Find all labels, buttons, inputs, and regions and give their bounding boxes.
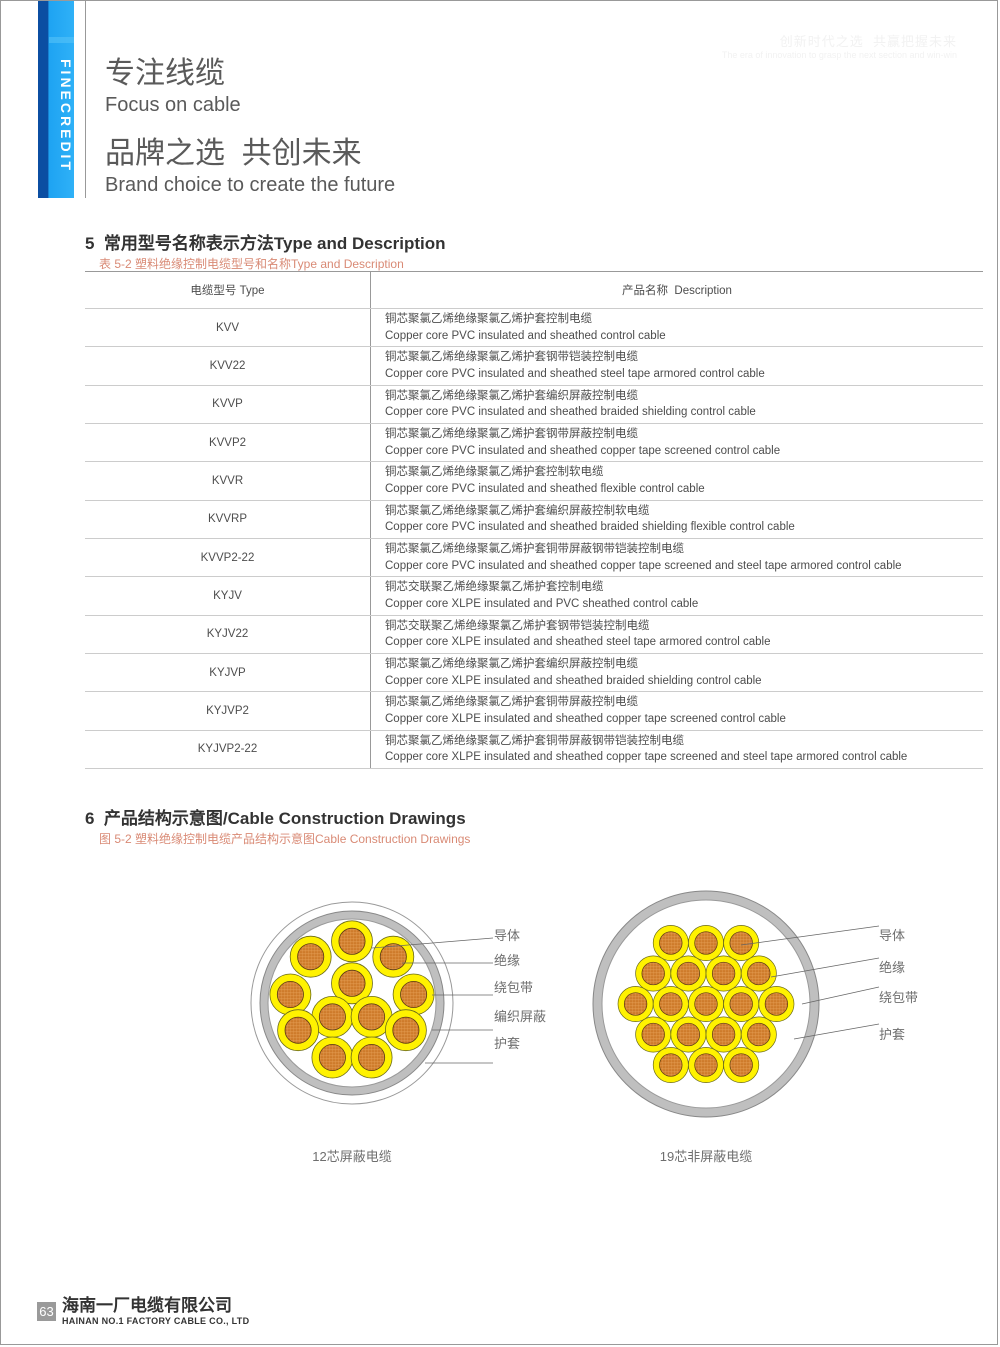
svg-text:绕包带: 绕包带 bbox=[879, 990, 918, 1005]
svg-text:绝缘: 绝缘 bbox=[494, 953, 520, 968]
svg-text:导体: 导体 bbox=[494, 928, 520, 943]
svg-text:绕包带: 绕包带 bbox=[494, 980, 533, 995]
svg-text:护套: 护套 bbox=[879, 1027, 905, 1042]
svg-text:编织屏蔽: 编织屏蔽 bbox=[494, 1009, 546, 1024]
svg-text:导体: 导体 bbox=[879, 928, 905, 943]
svg-text:12芯屏蔽电缆: 12芯屏蔽电缆 bbox=[312, 1149, 391, 1164]
svg-text:绝缘: 绝缘 bbox=[879, 960, 905, 975]
svg-text:护套: 护套 bbox=[494, 1036, 520, 1051]
svg-text:19芯非屏蔽电缆: 19芯非屏蔽电缆 bbox=[660, 1149, 752, 1164]
